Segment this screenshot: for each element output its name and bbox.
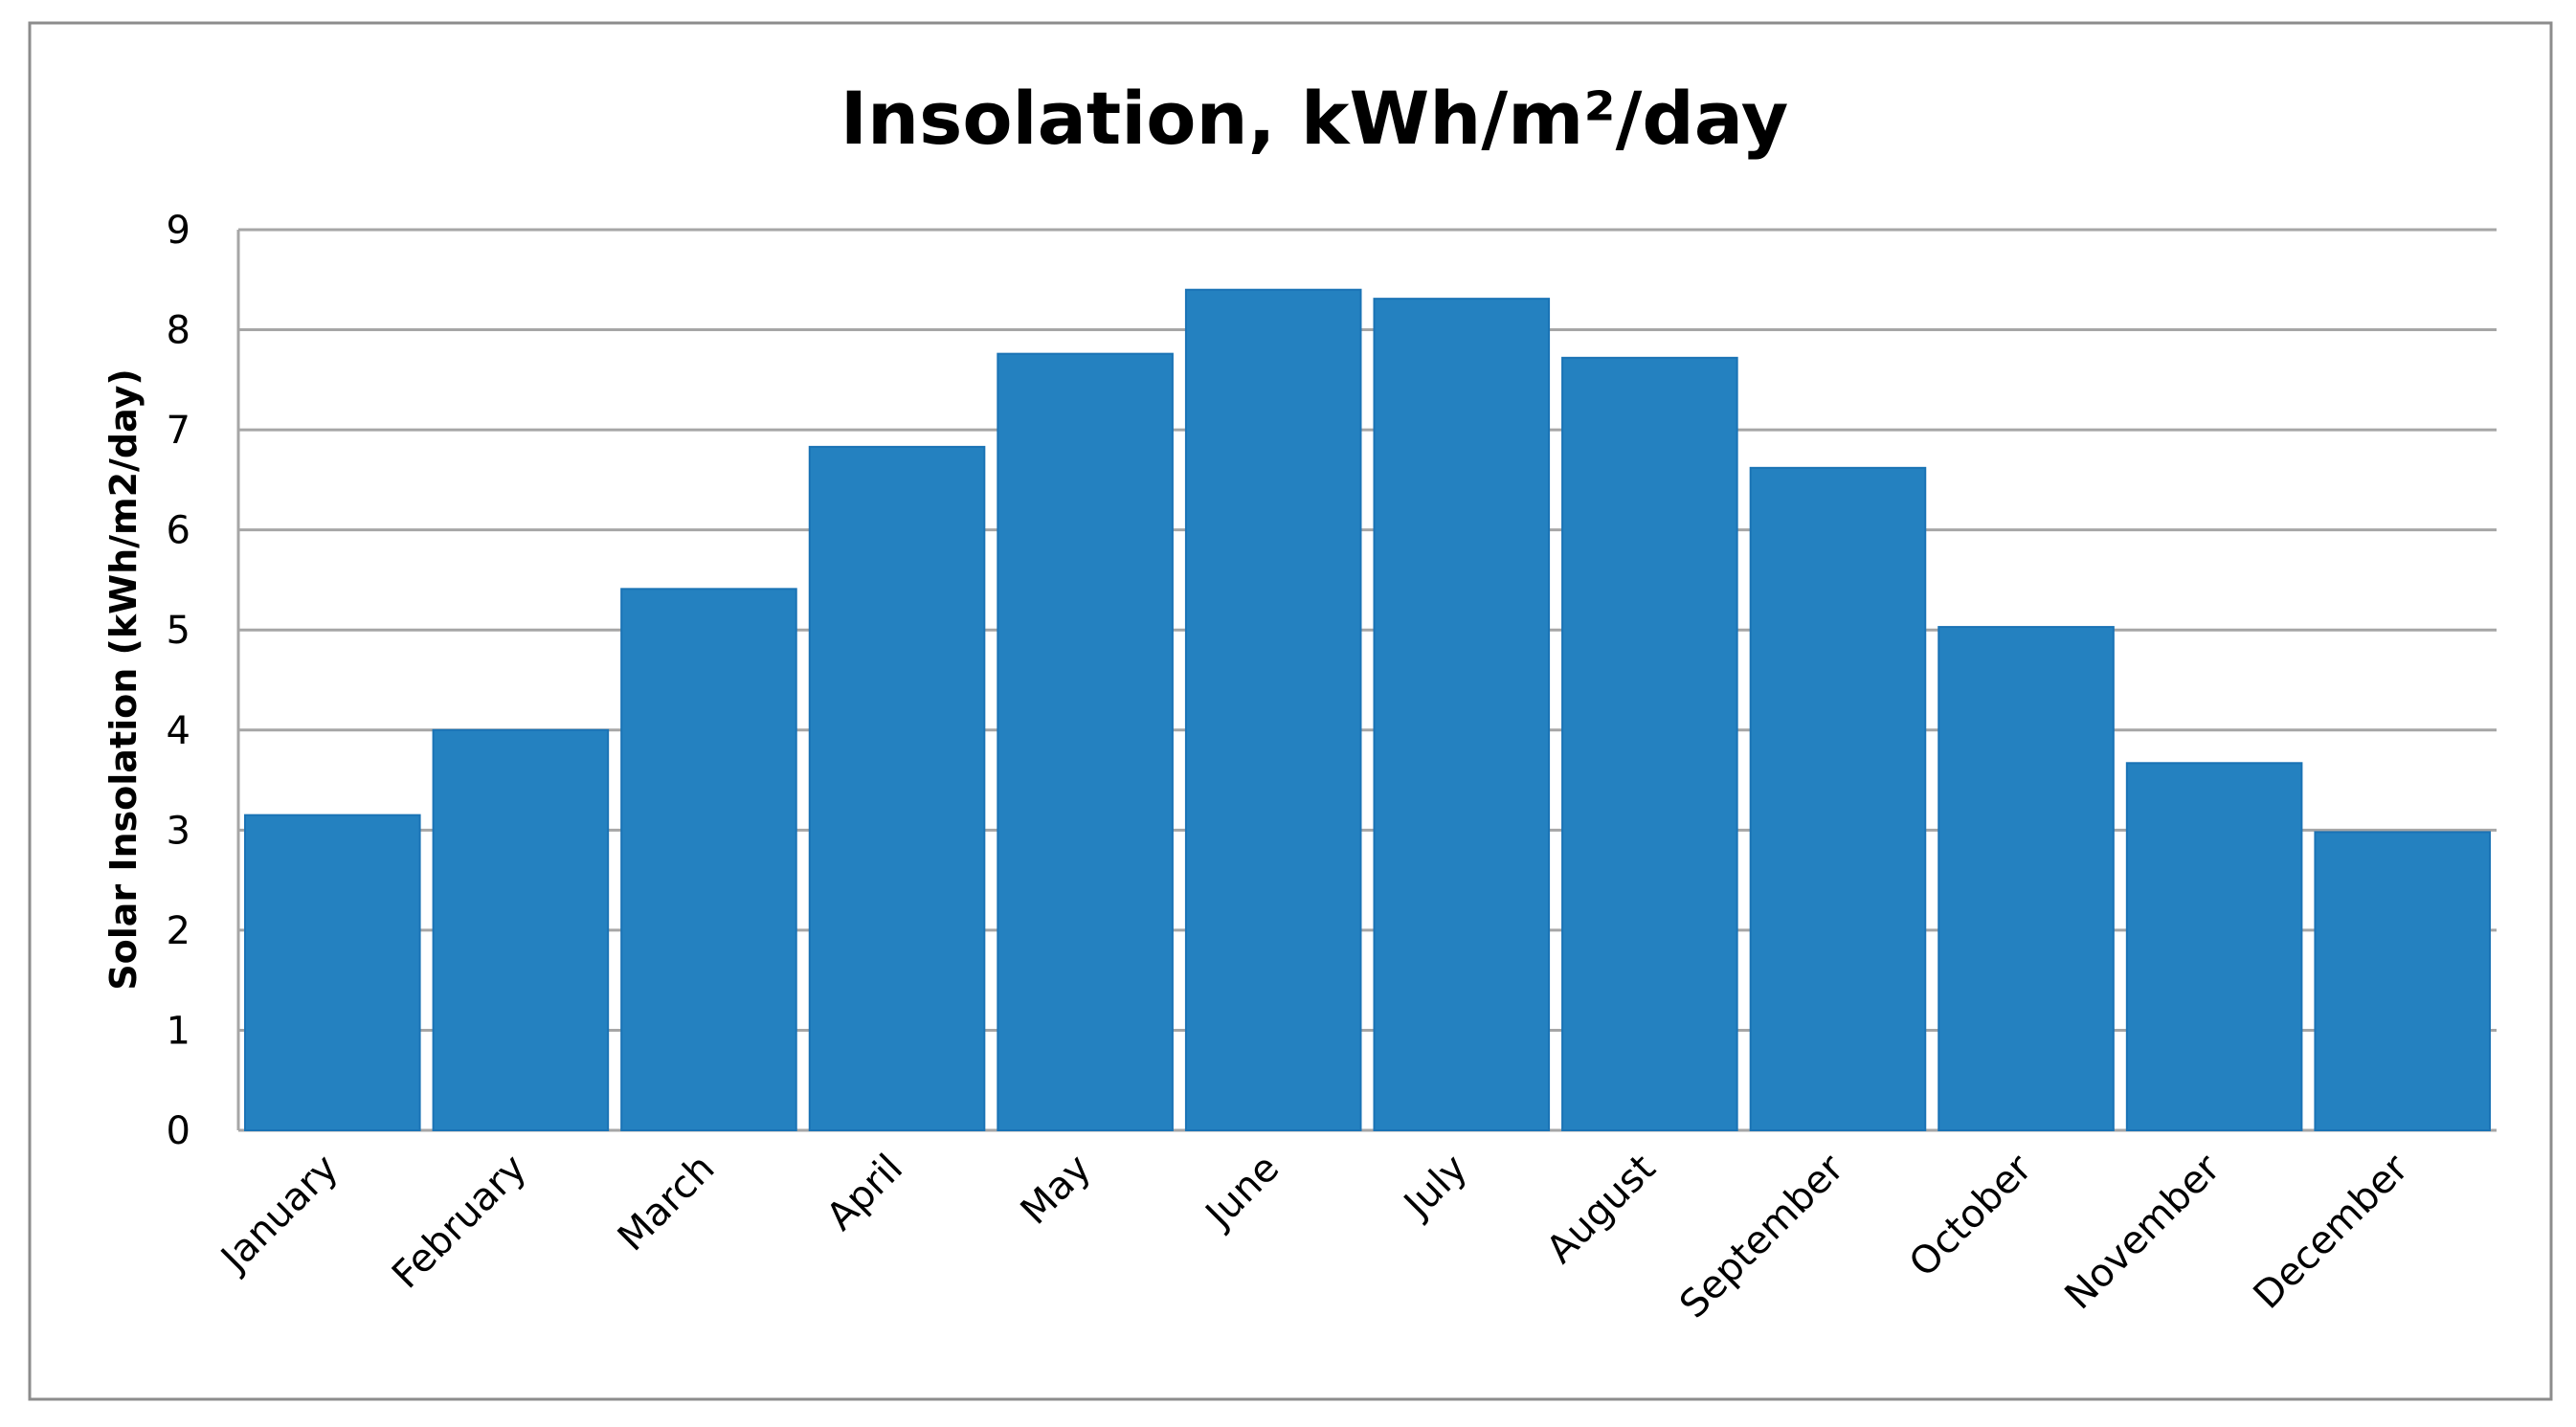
y-tick-label: 8: [167, 309, 190, 353]
y-tick-label: 0: [167, 1109, 190, 1153]
y-tick-label: 3: [167, 809, 190, 853]
bar-october: [1938, 626, 2115, 1131]
y-axis-label: Solar Insolation (kWh/m2/day): [102, 368, 145, 991]
bar-february: [432, 728, 610, 1131]
bar-august: [1561, 356, 1738, 1131]
bar-july: [1373, 298, 1551, 1132]
y-tick-label: 5: [167, 609, 190, 653]
y-tick-label: 4: [167, 709, 190, 753]
y-tick-label: 2: [167, 909, 190, 953]
bar-december: [2314, 831, 2492, 1131]
bar-june: [1184, 288, 1362, 1131]
y-tick-label: 9: [167, 209, 190, 253]
bar-april: [808, 445, 986, 1131]
bar-january: [244, 814, 421, 1132]
bar-march: [620, 588, 797, 1131]
y-tick-label: 6: [167, 509, 190, 553]
bar-september: [1749, 466, 1927, 1131]
y-tick-label: 7: [167, 409, 190, 453]
chart-title: Insolation, kWh/m²/day: [840, 76, 1789, 161]
bar-may: [997, 352, 1174, 1132]
bar-november: [2125, 762, 2303, 1132]
y-tick-label: 1: [167, 1009, 190, 1053]
